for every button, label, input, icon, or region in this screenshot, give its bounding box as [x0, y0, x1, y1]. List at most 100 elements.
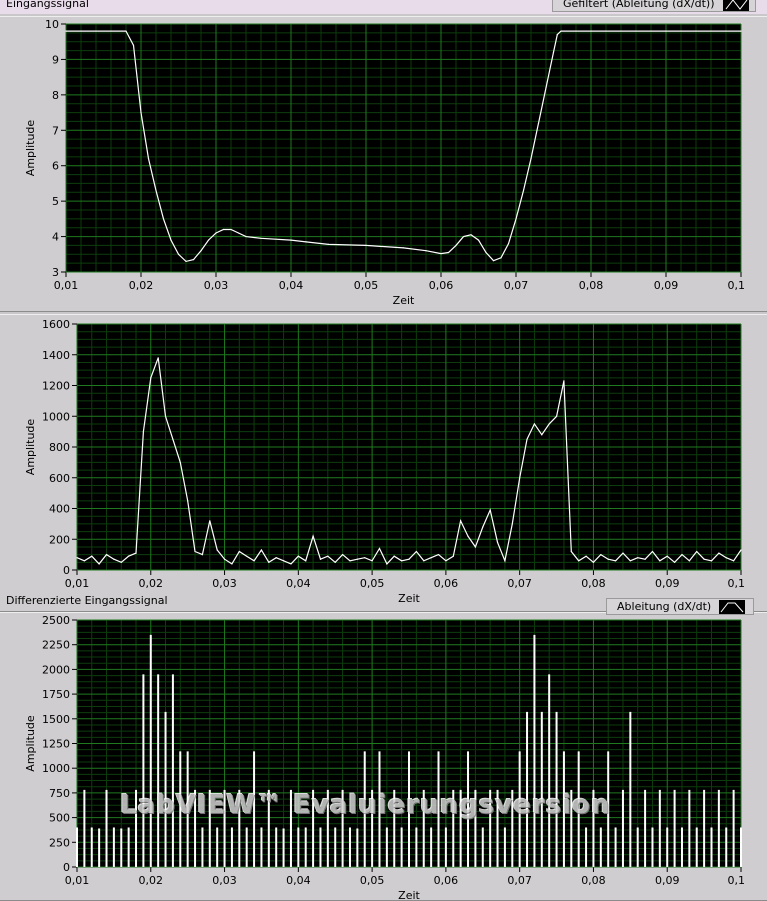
x-tick-label: 0,01: [65, 577, 90, 590]
chart-3-title: Differenzierte Eingangssignal: [6, 594, 168, 607]
data-point: [485, 251, 487, 254]
data-point: [334, 561, 336, 563]
data-point: [533, 423, 536, 425]
series-line: [66, 30, 741, 263]
data-point: [200, 250, 202, 252]
data-point: [128, 555, 130, 557]
data-point: [552, 51, 555, 53]
data-point: [98, 563, 100, 565]
data-point: [342, 554, 344, 556]
x-tick-label: 0,04: [286, 577, 311, 590]
x-tick-label: 0,08: [581, 577, 606, 590]
y-tick-label: 1000: [42, 410, 70, 423]
data-point: [246, 555, 248, 557]
data-point: [482, 526, 484, 528]
x-tick-label: 0,04: [279, 279, 304, 292]
x-tick-label: 0,07: [507, 577, 532, 590]
data-point: [393, 555, 395, 557]
data-point: [570, 550, 572, 553]
data-point: [172, 438, 174, 440]
data-point: [688, 560, 690, 562]
chart-2: 0,01 0,02 0,03 0,04 0,05 0,06 0,07 0,08 0,09 0,1 0…: [24, 318, 745, 605]
data-point: [209, 520, 211, 522]
data-point: [179, 461, 181, 463]
data-point: [215, 232, 217, 234]
y-tick-label: 1400: [42, 349, 70, 362]
data-point: [437, 554, 440, 556]
y-tick-label: 1200: [42, 380, 70, 393]
chart-3-legend[interactable]: Ableitung (dX/dt): [606, 598, 754, 615]
data-point: [290, 563, 292, 565]
data-point: [733, 560, 735, 562]
y-tick-label: 3: [52, 266, 59, 279]
watermark: LabVIEW™ Evaluierungsversion: [120, 790, 611, 820]
y-tick-label: 4: [52, 231, 59, 244]
data-point: [415, 550, 417, 553]
data-point: [425, 250, 427, 252]
y-tick-label: 1750: [42, 688, 70, 701]
data-point: [592, 561, 595, 563]
data-point: [460, 520, 462, 522]
data-point: [563, 380, 565, 382]
data-point: [440, 252, 442, 255]
data-point: [467, 535, 469, 537]
y-axis-label: Amplitude: [24, 715, 37, 772]
data-point: [740, 30, 742, 32]
chart-3: 0,01 0,02 0,03 0,04 0,05 0,06 0,07 0,08 0,09 0,1 0…: [24, 614, 745, 901]
data-point: [489, 509, 491, 511]
data-point: [408, 558, 410, 560]
data-point: [477, 239, 480, 241]
data-point: [474, 546, 476, 548]
data-point: [157, 357, 159, 359]
data-point: [455, 244, 457, 247]
data-point: [629, 560, 631, 562]
data-point: [541, 434, 543, 436]
x-tick-label: 0,04: [286, 874, 311, 887]
data-point: [600, 554, 602, 556]
chart-3-legend-label: Ableitung (dX/dt): [617, 600, 712, 613]
data-point: [470, 234, 472, 236]
data-point: [194, 550, 196, 553]
data-point: [155, 189, 157, 192]
x-tick-label: 0,08: [579, 279, 604, 292]
data-point: [718, 552, 720, 554]
x-tick-label: 0,02: [129, 279, 154, 292]
data-point: [401, 560, 403, 562]
data-point: [305, 241, 307, 243]
data-point: [164, 415, 167, 417]
y-tick-label: 0: [63, 861, 70, 874]
chart-1-legend[interactable]: Gefiltert (Ableitung (dX/dt)): [552, 0, 756, 12]
data-point: [349, 560, 351, 562]
data-point: [452, 555, 454, 557]
data-point: [260, 549, 263, 551]
data-point: [740, 549, 742, 551]
y-tick-label: 600: [49, 472, 70, 485]
data-point: [177, 253, 180, 255]
data-point: [526, 438, 528, 440]
data-point: [522, 189, 525, 192]
data-point: [65, 30, 67, 32]
data-point: [462, 235, 465, 238]
data-point: [150, 377, 152, 379]
data-point: [245, 235, 247, 238]
data-point: [297, 555, 299, 557]
data-point: [207, 239, 210, 241]
y-tick-label: 1500: [42, 713, 70, 726]
data-point: [651, 550, 654, 553]
data-point: [305, 560, 307, 562]
data-point: [560, 30, 562, 32]
data-point: [402, 247, 405, 249]
data-point: [674, 561, 676, 563]
x-tick-label: 0,09: [655, 874, 680, 887]
line-style-icon: [719, 599, 746, 614]
data-point: [238, 550, 240, 553]
y-tick-label: 200: [49, 533, 70, 546]
data-point: [386, 563, 388, 565]
x-axis-label: Zeit: [398, 889, 420, 901]
data-point: [578, 560, 580, 562]
y-tick-label: 750: [49, 787, 70, 800]
data-point: [622, 552, 624, 554]
data-point: [515, 218, 517, 220]
data-point: [132, 44, 135, 46]
data-point: [556, 34, 558, 36]
